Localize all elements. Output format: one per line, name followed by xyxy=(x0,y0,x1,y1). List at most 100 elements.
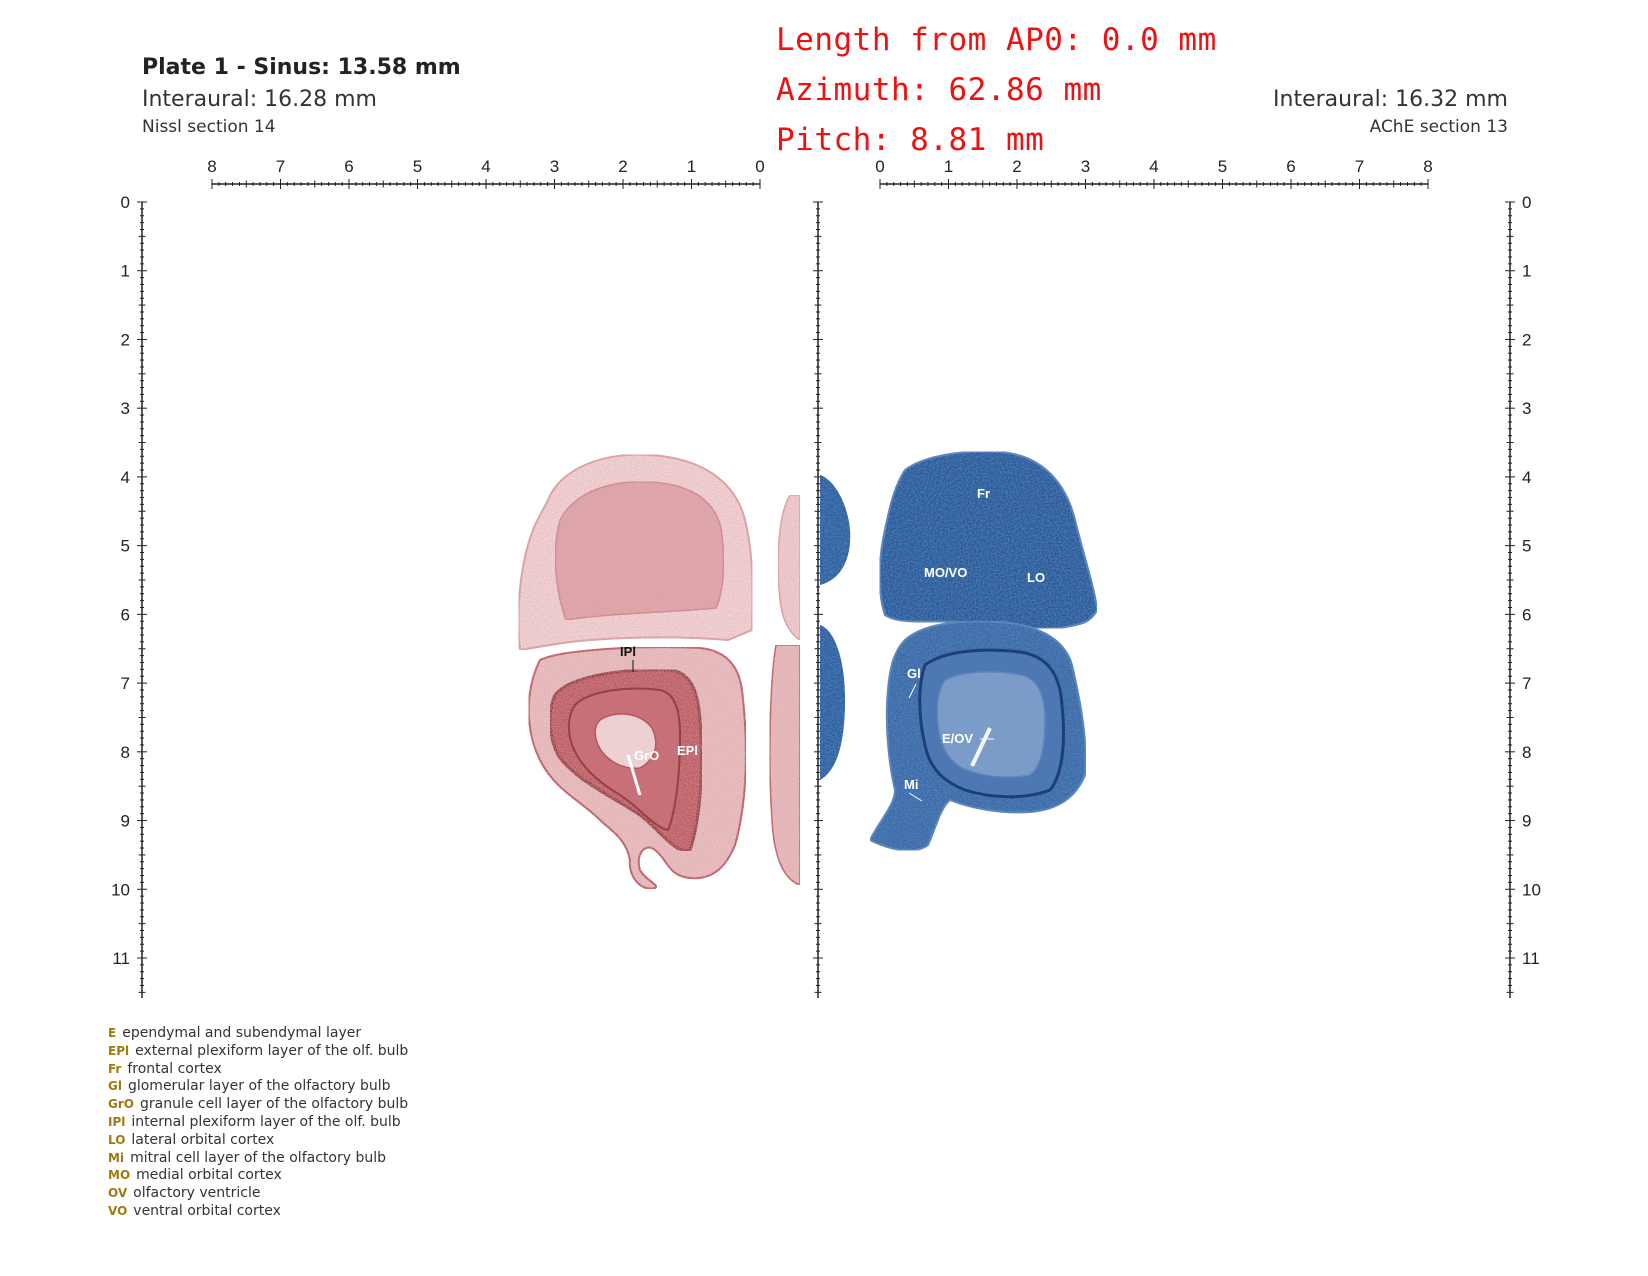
top-left-ruler-tick-label: 5 xyxy=(413,157,422,176)
top-left-ruler-tick-label: 7 xyxy=(276,157,285,176)
label-e-ov: E/OV xyxy=(942,731,973,746)
left-vertical-ruler-tick-label: 1 xyxy=(121,262,130,281)
nissl-cortex-medial xyxy=(777,494,801,642)
nissl-core xyxy=(594,713,657,769)
left-vertical-ruler-tick-label: 7 xyxy=(121,674,130,693)
top-right-ruler-tick-label: 7 xyxy=(1355,157,1364,176)
left-vertical-ruler-tick-label: 11 xyxy=(112,949,130,968)
legend-item: IPl internal plexiform layer of the olf. … xyxy=(108,1114,408,1132)
label-ipl: IPl xyxy=(620,644,636,659)
midline-gap xyxy=(800,460,814,900)
right-vertical-ruler-tick-label: 3 xyxy=(1522,399,1531,418)
label-epl: EPl xyxy=(677,743,698,758)
top-left-ruler-tick-label: 1 xyxy=(687,157,696,176)
legend-abbr: MO xyxy=(108,1168,131,1183)
left-vertical-ruler-tick-label: 2 xyxy=(121,330,130,349)
nissl-section xyxy=(517,453,801,890)
ache-ventricle-line xyxy=(970,727,992,767)
legend-abbr: EPl xyxy=(108,1043,130,1058)
legend-item: Mi mitral cell layer of the olfactory bul… xyxy=(108,1150,408,1168)
nissl-medial-bulb xyxy=(769,644,801,887)
right-vertical-ruler-tick-label: 0 xyxy=(1522,193,1531,212)
ache-medial-bulb xyxy=(820,625,845,780)
top-right-ruler-tick-label: 6 xyxy=(1286,157,1295,176)
legend-abbr: VO xyxy=(108,1203,128,1218)
top-left-ruler: 8 7 6 5 4 3 2 1 0 xyxy=(207,157,765,189)
top-right-ruler-tick-label: 2 xyxy=(1012,157,1021,176)
top-left-ruler-tick-label: 2 xyxy=(618,157,627,176)
legend-text: ventral orbital cortex xyxy=(133,1202,281,1219)
top-left-ruler-tick-label: 8 xyxy=(207,157,216,176)
center-vertical-ruler xyxy=(813,201,823,998)
label-gro: GrO xyxy=(634,748,659,763)
top-left-ruler-tick-label: 6 xyxy=(344,157,353,176)
legend-text: glomerular layer of the olfactory bulb xyxy=(127,1078,391,1095)
legend-text: frontal cortex xyxy=(127,1060,222,1077)
top-right-ruler-tick-label: 8 xyxy=(1423,157,1432,176)
left-vertical-ruler-tick-label: 9 xyxy=(121,812,130,831)
label-mi: Mi xyxy=(904,777,918,792)
right-vertical-ruler: 0 1 2 3 4 5 6 7 8 9 10 11 xyxy=(1505,193,1541,998)
ache-granule-layer xyxy=(936,671,1046,778)
label-fr: Fr xyxy=(977,486,990,501)
left-vertical-ruler-tick-label: 0 xyxy=(121,193,130,212)
top-left-ruler-tick-label: 3 xyxy=(550,157,559,176)
right-vertical-ruler-tick-label: 1 xyxy=(1522,262,1531,281)
legend-abbr: OV xyxy=(108,1186,128,1201)
legend-abbr: Gl xyxy=(108,1079,122,1094)
right-vertical-ruler-tick-label: 7 xyxy=(1522,674,1531,693)
top-right-ruler-tick-label: 0 xyxy=(875,157,884,176)
label-gl-leader xyxy=(908,683,917,699)
legend-abbr: IPl xyxy=(108,1114,126,1129)
label-lo: LO xyxy=(1027,570,1045,585)
legend-text: ependymal and subendymal layer xyxy=(122,1025,362,1041)
legend-item: LO lateral orbital cortex xyxy=(108,1132,408,1150)
legend-text: mitral cell layer of the olfactory bulb xyxy=(130,1149,386,1166)
ache-medial-cortex xyxy=(820,475,851,585)
legend-abbr: Fr xyxy=(108,1061,122,1076)
legend-abbr: Mi xyxy=(108,1150,125,1165)
left-vertical-ruler: 0 1 2 3 4 5 6 7 8 9 10 11 xyxy=(111,193,147,998)
left-vertical-ruler-tick-label: 5 xyxy=(121,537,130,556)
label-gl: Gl xyxy=(907,666,921,681)
top-left-ruler-tick-label: 0 xyxy=(755,157,764,176)
legend-item: EPl external plexiform layer of the olf. … xyxy=(108,1043,408,1061)
right-vertical-ruler-tick-label: 10 xyxy=(1522,880,1541,899)
legend-text: internal plexiform layer of the olf. bul… xyxy=(131,1113,401,1130)
legend-item: MO medial orbital cortex xyxy=(108,1167,408,1185)
right-vertical-ruler-tick-label: 5 xyxy=(1522,537,1531,556)
top-right-ruler-tick-label: 1 xyxy=(944,157,953,176)
left-vertical-ruler-tick-label: 3 xyxy=(121,399,130,418)
left-vertical-ruler-tick-label: 4 xyxy=(121,468,130,487)
legend-text: olfactory ventricle xyxy=(133,1185,261,1202)
right-vertical-ruler-tick-label: 11 xyxy=(1522,949,1540,968)
legend-text: external plexiform layer of the olf. bul… xyxy=(135,1042,409,1059)
right-vertical-ruler-tick-label: 6 xyxy=(1522,605,1531,624)
top-right-ruler: 0 1 2 3 4 5 6 7 8 xyxy=(875,157,1433,189)
top-right-ruler-tick-label: 3 xyxy=(1081,157,1090,176)
top-right-ruler-tick-label: 4 xyxy=(1149,157,1158,176)
left-section: Nissl section 14 xyxy=(142,117,276,137)
legend-item: VO ventral orbital cortex xyxy=(108,1203,408,1221)
label-mo-vo: MO/VO xyxy=(924,565,967,580)
legend-item: GrO granule cell layer of the olfactory b… xyxy=(108,1096,408,1114)
legend-item: Gl glomerular layer of the olfactory bulb xyxy=(108,1078,408,1096)
right-section: AChE section 13 xyxy=(1369,117,1508,137)
right-interaural: Interaural: 16.32 mm xyxy=(1273,87,1508,112)
right-vertical-ruler-tick-label: 9 xyxy=(1522,812,1531,831)
legend-item: Fr frontal cortex xyxy=(108,1061,408,1079)
left-vertical-ruler-tick-label: 8 xyxy=(121,743,130,762)
top-right-ruler-tick-label: 5 xyxy=(1218,157,1227,176)
nissl-ventricle-line xyxy=(626,754,642,796)
azimuth-readout: Azimuth: 62.86 mm xyxy=(776,72,1102,108)
ache-section xyxy=(820,450,1099,852)
left-vertical-ruler-tick-label: 6 xyxy=(121,605,130,624)
nissl-cortex-inner xyxy=(554,481,725,621)
label-mi-leader xyxy=(908,792,923,802)
legend-abbr: E xyxy=(108,1026,117,1040)
legend-abbr: GrO xyxy=(108,1097,134,1112)
right-vertical-ruler-tick-label: 2 xyxy=(1522,330,1531,349)
